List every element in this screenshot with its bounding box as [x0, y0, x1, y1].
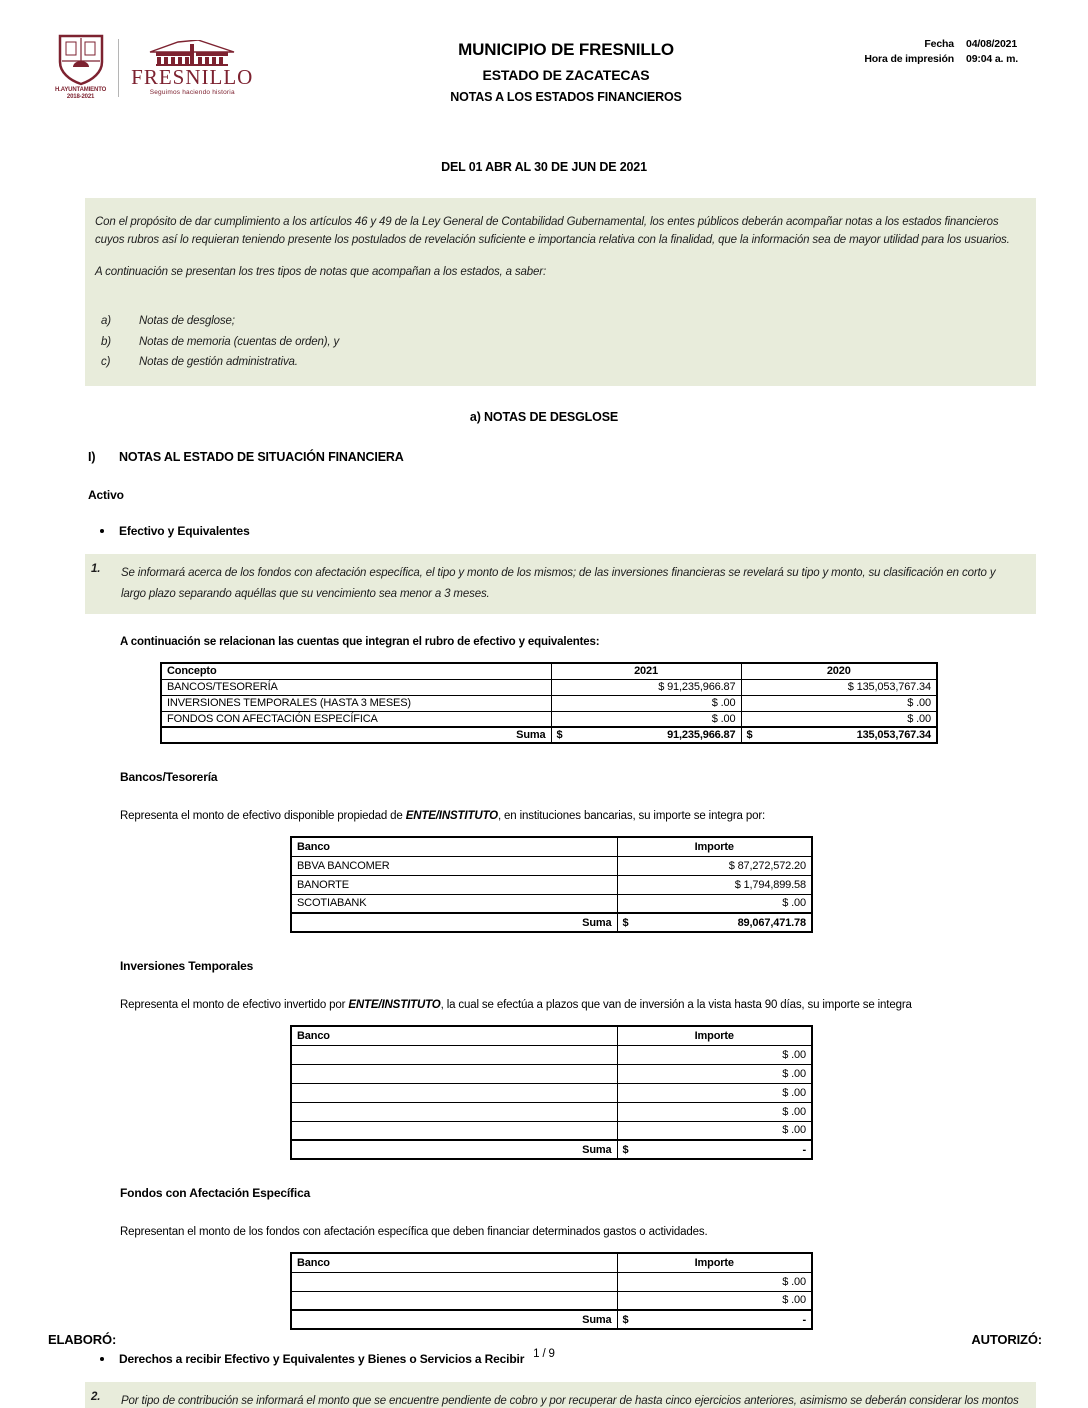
building-icon: [149, 39, 235, 66]
table-row: FONDOS CON AFECTACIÓN ESPECÍFICA $ .00 $…: [160, 710, 938, 728]
heading-fondos-afectacion: Fondos con Afectación Específica: [120, 1186, 311, 1201]
table-efectivo-equivalentes: Concepto 2021 2020 BANCOS/TESORERÍA $ 91…: [160, 662, 938, 745]
table-header-row: Concepto 2021 2020: [160, 662, 938, 680]
col-header: Concepto: [160, 662, 552, 680]
shield-caption: H.AYUNTAMIENTO 2018-2021: [55, 87, 107, 101]
table-suma-row: Suma $91,235,966.87 $135,053,767.34: [160, 726, 938, 744]
notes-type-list: a) Notas de desglose; b) Notas de memori…: [95, 311, 1022, 371]
paragraph-fondos: Representan el monto de los fondos con a…: [120, 1226, 708, 1239]
heading-activo: Activo: [88, 487, 124, 502]
period-title: DEL 01 ABR AL 30 DE JUN DE 2021: [441, 160, 647, 174]
table-row: $ .00: [290, 1290, 813, 1311]
table-row: INVERSIONES TEMPORALES (HASTA 3 MESES) $…: [160, 694, 938, 712]
print-meta: Fecha 04/08/2021 Hora de impresión 09:04…: [839, 34, 1044, 68]
col-header: Importe: [616, 1025, 813, 1046]
hora-label: Hora de impresión: [864, 53, 954, 65]
hora-value: 09:04 a. m.: [966, 53, 1019, 65]
intro-paragraph-1: Con el propósito de dar cumplimiento a l…: [95, 216, 1010, 246]
note-1: 1. Se informará acerca de los fondos con…: [85, 553, 1036, 615]
bullet-icon: [100, 528, 104, 533]
table-row: BBVA BANCOMER $ 87,272,572.20: [290, 855, 813, 876]
title-notas: NOTAS A LOS ESTADOS FINANCIEROS: [450, 90, 682, 104]
col-header: Banco: [290, 1025, 618, 1046]
coat-of-arms-icon: [58, 34, 103, 86]
bullet-derechos-recibir: Derechos a recibir Efectivo y Equivalent…: [100, 1352, 1088, 1366]
table-row: BANORTE $ 1,794,899.58: [290, 874, 813, 895]
col-header: Importe: [616, 1252, 813, 1273]
table-row: $ .00: [290, 1120, 813, 1141]
intro-box: Con el propósito de dar cumplimiento a l…: [85, 198, 1036, 386]
page-header: H.AYUNTAMIENTO 2018-2021: [0, 0, 1088, 104]
fresnillo-wordmark: FRESNILLO: [131, 64, 254, 89]
note-text: Se informará acerca de los fondos con af…: [121, 566, 996, 600]
page-number: 1 / 9: [533, 1348, 555, 1360]
meta-hora: Hora de impresión 09:04 a. m.: [839, 53, 1044, 65]
table-row: $ .00: [290, 1063, 813, 1084]
footer-autorizo-label: AUTORIZÓ:: [971, 1332, 1042, 1347]
section-title-situacion-financiera: I) NOTAS AL ESTADO DE SITUACIÓN FINANCIE…: [88, 449, 404, 464]
note-number: 2.: [91, 1391, 101, 1404]
intro-paragraph-2: A continuación se presentan los tres tip…: [95, 265, 546, 278]
table-header-row: Banco Importe: [290, 836, 813, 857]
col-header: 2020: [740, 662, 938, 680]
table-suma-row: Suma $ -: [290, 1139, 813, 1160]
document-titles: MUNICIPIO DE FRESNILLO ESTADO DE ZACATEC…: [293, 34, 839, 104]
paragraph-bancos: Representa el monto de efectivo disponib…: [120, 810, 766, 823]
table-inversiones: Banco Importe $ .00 $ .00 $ .00 $ .00 $ …: [290, 1025, 813, 1161]
table-row: SCOTIABANK $ .00: [290, 893, 813, 914]
footer-elaboro-label: ELABORÓ:: [48, 1332, 117, 1347]
col-header: Banco: [290, 1252, 618, 1273]
fresnillo-logo: FRESNILLO Seguimos haciendo historia: [131, 39, 254, 96]
note-text: Por tipo de contribución se informará el…: [121, 1395, 1019, 1408]
col-header: 2021: [550, 662, 742, 680]
table-bancos: Banco Importe BBVA BANCOMER $ 87,272,572…: [290, 836, 813, 934]
meta-fecha: Fecha 04/08/2021: [839, 38, 1044, 50]
note-number: 1.: [91, 562, 101, 575]
fecha-label: Fecha: [924, 38, 954, 50]
list-item: b) Notas de memoria (cuentas de orden), …: [101, 335, 340, 348]
fecha-value: 04/08/2021: [966, 38, 1018, 50]
section-title-desglose: a) NOTAS DE DESGLOSE: [469, 409, 619, 424]
table-suma-row: Suma $89,067,471.78: [290, 912, 813, 933]
table-row: BANCOS/TESORERÍA $ 91,235,966.87 $ 135,0…: [160, 678, 938, 696]
table-row: $ .00: [290, 1082, 813, 1103]
title-estado: ESTADO DE ZACATECAS: [482, 67, 650, 83]
ente-instituto-label: ENTE/INSTITUTO: [348, 999, 441, 1012]
table-fondos: Banco Importe $ .00 $ .00 Suma $ -: [290, 1252, 813, 1331]
logo-divider: [118, 38, 120, 97]
col-header: Importe: [616, 836, 813, 857]
heading-bancos-tesoreria: Bancos/Tesorería: [120, 770, 218, 785]
note-2: 2. Por tipo de contribución se informará…: [85, 1382, 1036, 1408]
table-suma-row: Suma $ -: [290, 1309, 813, 1330]
table-row: $ .00: [290, 1044, 813, 1065]
paragraph-inversiones: Representa el monto de efectivo invertid…: [120, 999, 912, 1012]
title-municipio: MUNICIPIO DE FRESNILLO: [458, 40, 674, 59]
table-header-row: Banco Importe: [290, 1025, 813, 1046]
heading-inversiones-temporales: Inversiones Temporales: [120, 959, 254, 974]
list-item: c) Notas de gestión administrativa.: [101, 355, 298, 368]
bullet-efectivo-equivalentes: Efectivo y Equivalentes: [100, 524, 1088, 538]
table-row: $ .00: [290, 1101, 813, 1122]
municipality-logo: H.AYUNTAMIENTO 2018-2021: [55, 34, 293, 101]
table-header-row: Banco Importe: [290, 1252, 813, 1273]
fresnillo-tagline: Seguimos haciendo historia: [149, 88, 235, 96]
bullet-icon: [100, 1357, 104, 1362]
list-item: a) Notas de desglose;: [101, 315, 235, 328]
table-row: $ .00: [290, 1271, 813, 1292]
coat-of-arms: H.AYUNTAMIENTO 2018-2021: [55, 34, 106, 101]
lead-equivalentes: A continuación se relacionan las cuentas…: [120, 636, 600, 649]
col-header: Banco: [290, 836, 618, 857]
ente-instituto-label: ENTE/INSTITUTO: [405, 810, 498, 823]
